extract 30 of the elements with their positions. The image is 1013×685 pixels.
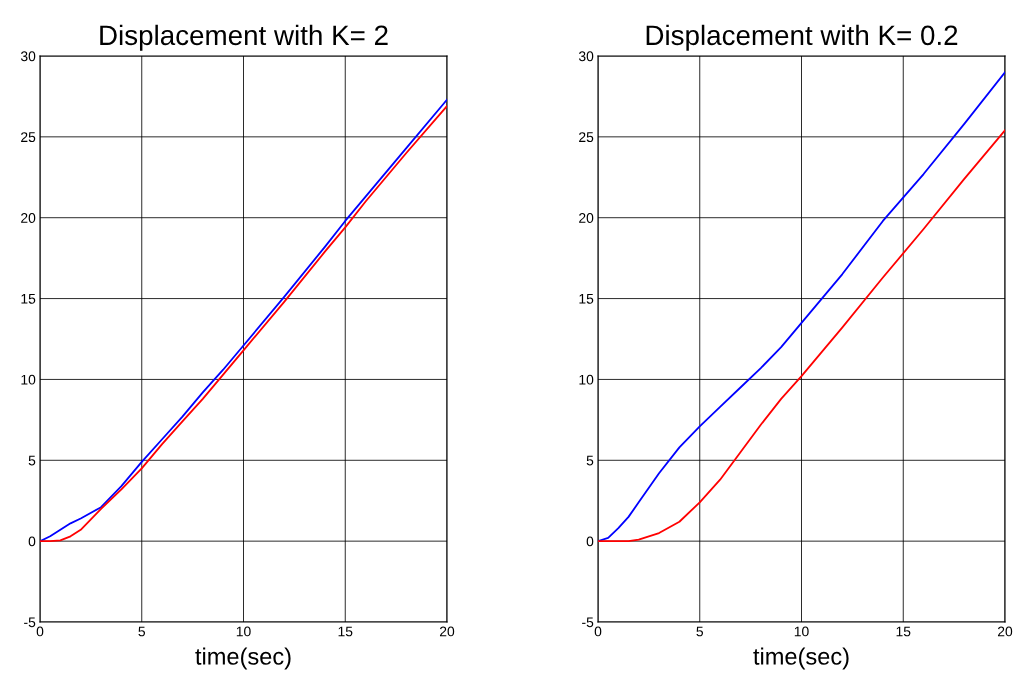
chart-title: Displacement with K= 0.2 [646,24,958,51]
x-tick-label: 15 [896,626,911,637]
y-tick-label: 5 [586,455,594,466]
x-tick-label: 20 [997,626,1013,637]
y-tick-label: 0 [586,536,594,547]
x-axis-title: time(sec) [753,647,849,670]
x-tick-label: 10 [236,626,251,637]
y-tick-label: -5 [24,617,36,628]
y-tick-label: 25 [579,132,594,143]
y-tick-label: 20 [579,213,594,223]
y-tick-label: 10 [21,374,36,385]
y-tick-label: 10 [579,374,594,385]
x-tick-label: 5 [696,626,704,637]
x-tick-label: 10 [794,626,809,637]
chart-title: Displacement with K= 2 [100,24,388,51]
y-tick-label: 20 [21,213,36,223]
x-axis-title: time(sec) [195,647,291,670]
x-tick-label: 0 [594,626,602,637]
x-tick-label: 15 [338,626,353,637]
y-tick-label: 0 [28,536,36,547]
x-tick-label: 20 [439,626,455,637]
y-tick-label: 5 [28,455,36,466]
x-tick-label: 5 [138,626,146,637]
y-tick-label: 15 [21,294,36,304]
y-tick-label: 30 [578,51,594,62]
y-tick-label: 30 [20,51,36,62]
y-tick-label: 15 [579,294,594,304]
y-tick-label: -5 [582,617,594,628]
y-tick-label: 25 [21,132,36,143]
x-tick-label: 0 [36,626,44,637]
